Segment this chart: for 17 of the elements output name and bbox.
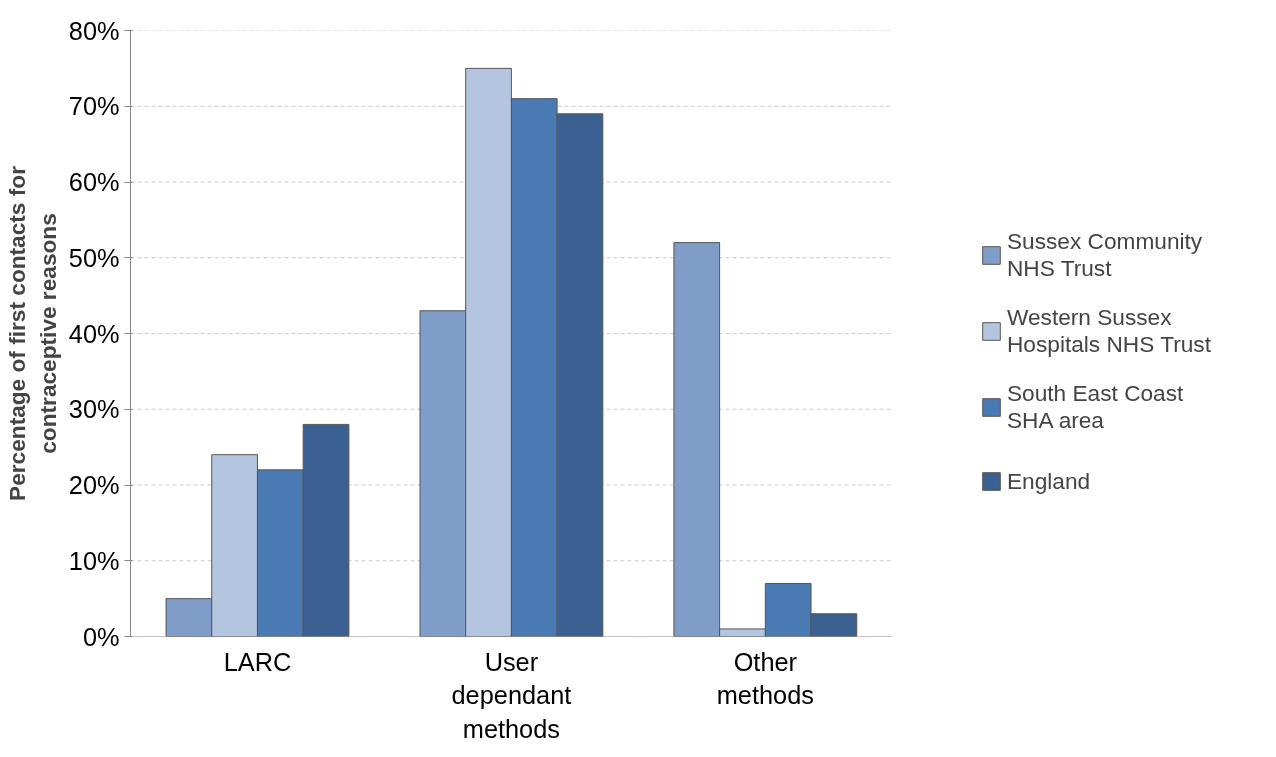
y-tick-label: 50%: [68, 243, 120, 272]
y-tick-label: 10%: [68, 546, 120, 575]
y-tick-label: 60%: [68, 168, 120, 196]
y-tick-label: 20%: [68, 471, 120, 499]
y-axis-title: Percentage of first contacts for contraceptive reasons: [3, 165, 61, 501]
legend-label: Western Sussex Hospitals NHS Trust: [1007, 304, 1211, 358]
legend-label: England: [1007, 466, 1091, 496]
x-tick-label: Other methods: [716, 647, 814, 710]
y-tick-label: 80%: [68, 16, 120, 45]
y-tick-label: 30%: [68, 395, 120, 424]
legend-label: South East Coast SHA area: [1007, 380, 1184, 434]
y-tick-label: 40%: [68, 319, 120, 348]
y-tick-label: 0%: [82, 622, 120, 651]
x-tick-label: LARC: [223, 647, 292, 676]
x-tick-label: User dependant methods: [451, 647, 572, 743]
legend-label: Sussex Community NHS Trust: [1007, 228, 1203, 282]
y-tick-label: 70%: [68, 92, 120, 121]
